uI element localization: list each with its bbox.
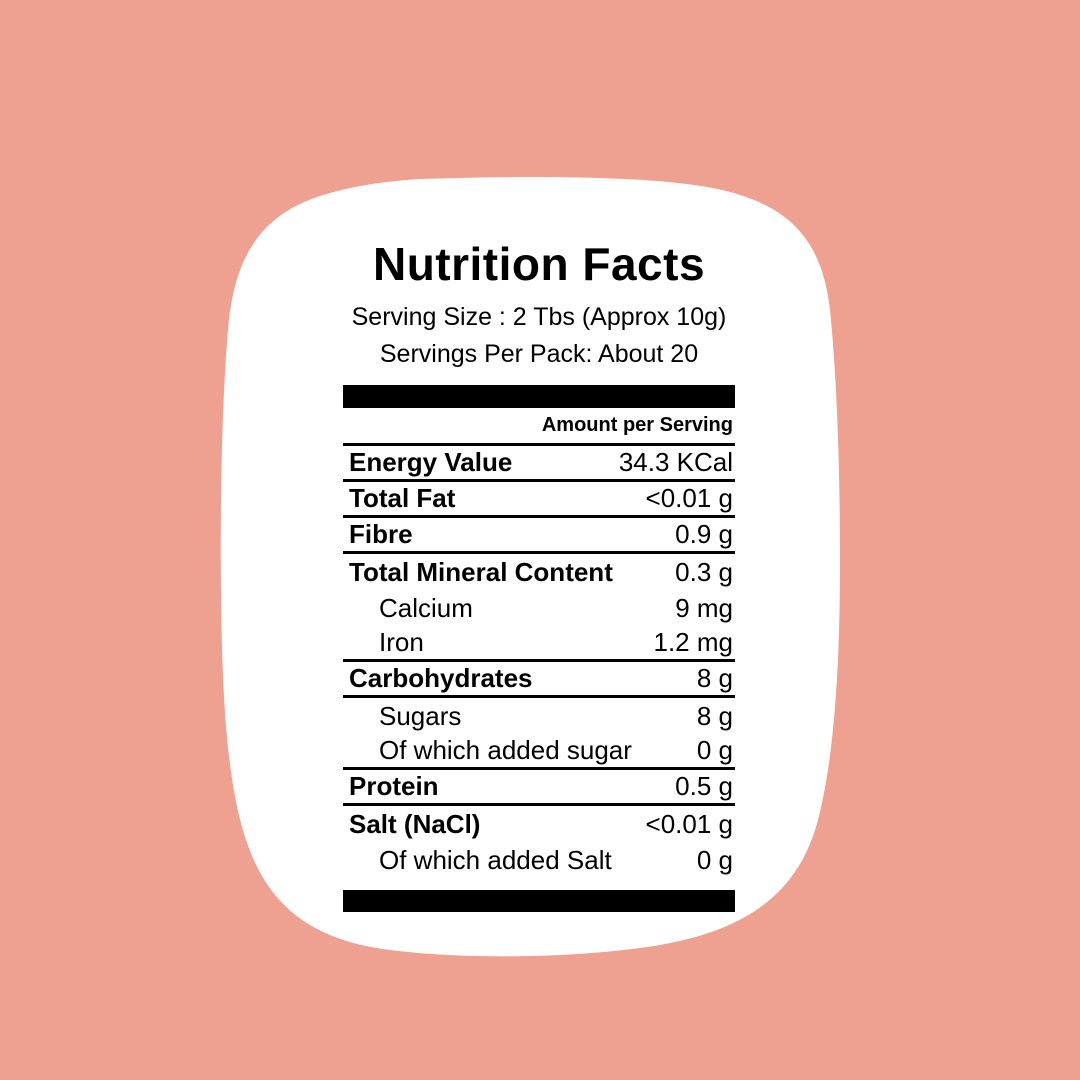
- row-value: 0 g: [696, 735, 733, 766]
- table-row-total-mineral-content: Total Mineral Content 0.3 g: [343, 554, 735, 590]
- table-row-protein: Protein 0.5 g: [343, 770, 735, 806]
- row-label: Protein: [349, 771, 439, 802]
- nutrition-label: Nutrition Facts Serving Size : 2 Tbs (Ap…: [343, 0, 735, 912]
- row-value: <0.01 g: [645, 808, 733, 839]
- row-value: 0 g: [696, 844, 733, 875]
- divider-bar-top: [343, 384, 735, 408]
- divider-bar-bottom: [343, 889, 735, 912]
- row-label: Carbohydrates: [349, 663, 533, 694]
- table-row-carbohydrates: Carbohydrates 8 g: [343, 662, 735, 698]
- table-row-salt: Salt (NaCl) <0.01 g: [343, 806, 735, 842]
- row-value: 0.9 g: [675, 519, 733, 550]
- row-label: Of which added Salt: [379, 844, 612, 875]
- row-value: 0.3 g: [675, 556, 733, 587]
- label-title: Nutrition Facts: [372, 238, 706, 290]
- row-label: Sugars: [379, 700, 462, 731]
- row-value: <0.01 g: [645, 483, 733, 514]
- table-row-iron: Iron 1.2 mg: [343, 626, 735, 662]
- row-value: 34.3 KCal: [618, 447, 733, 478]
- amount-per-serving-header: Amount per Serving: [343, 408, 735, 446]
- row-label: Energy Value: [349, 447, 513, 478]
- row-value: 1.2 mg: [653, 627, 734, 658]
- row-label: Salt (NaCl): [349, 808, 481, 839]
- table-row-added-salt: Of which added Salt 0 g: [343, 842, 735, 878]
- table-row-sugars: Sugars 8 g: [343, 698, 735, 734]
- table-row-calcium: Calcium 9 mg: [343, 590, 735, 626]
- row-value: 8 g: [696, 663, 733, 694]
- serving-size-text: Serving Size : 2 Tbs (Approx 10g): [351, 303, 727, 332]
- row-label: Of which added sugar: [379, 735, 632, 766]
- row-value: 9 mg: [675, 592, 733, 623]
- amount-per-serving-label: Amount per Serving: [541, 414, 733, 437]
- table-row-energy-value: Energy Value 34.3 KCal: [343, 446, 735, 482]
- table-row-total-fat: Total Fat <0.01 g: [343, 482, 735, 518]
- row-value: 8 g: [696, 700, 733, 731]
- row-label: Calcium: [379, 592, 473, 623]
- row-label: Total Mineral Content: [349, 556, 613, 587]
- row-label: Total Fat: [349, 483, 456, 514]
- row-label: Iron: [379, 627, 424, 658]
- row-value: 0.5 g: [675, 771, 733, 802]
- table-row-added-sugar: Of which added sugar 0 g: [343, 734, 735, 770]
- servings-per-pack-text: Servings Per Pack: About 20: [379, 340, 699, 369]
- table-row-fibre: Fibre 0.9 g: [343, 518, 735, 554]
- row-label: Fibre: [349, 519, 413, 550]
